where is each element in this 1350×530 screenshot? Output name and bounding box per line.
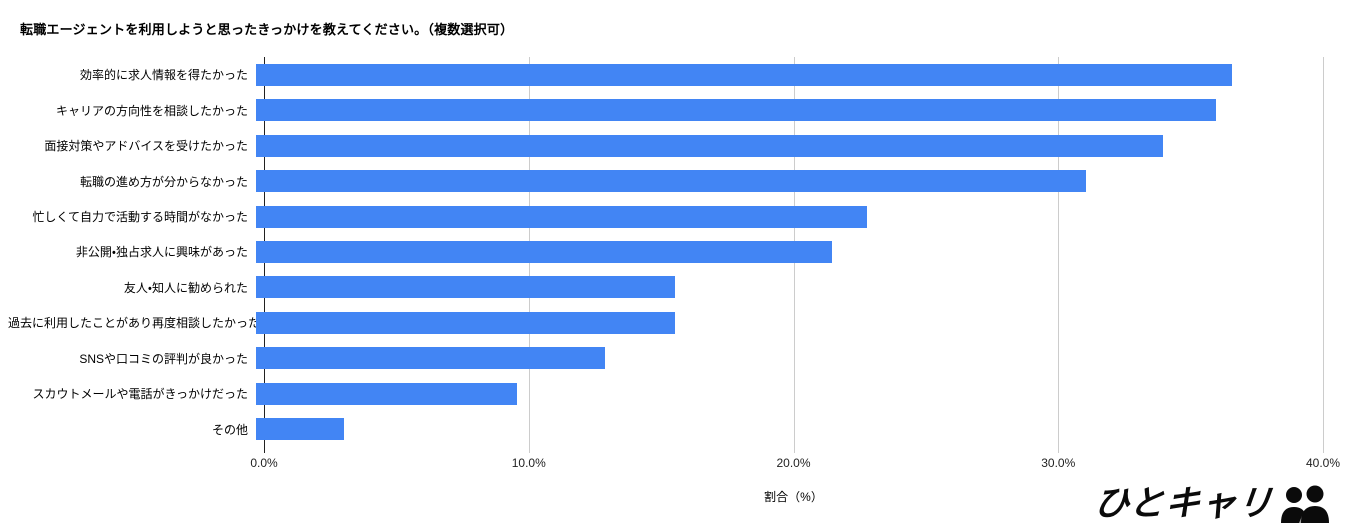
brand-logo-text: ひとキャリ [1092,484,1276,523]
bar-track [256,234,1323,269]
chart-row: スカウトメールや電話がきっかけだった [8,376,1323,411]
category-label: キャリアの方向性を相談したかった [55,103,248,118]
bar [256,418,345,441]
bar [256,347,606,370]
chart-title: 転職エージェントを利用しようと思ったきっかけを教えてください。（複数選択可） [20,22,514,37]
chart-row: 忙しくて自力で活動する時間がなかった [8,199,1323,234]
bar-rows: 効率的に求人情報を得たかったキャリアの方向性を相談したかった面接対策やアドバイス… [8,57,1323,447]
category-label: 忙しくて自力で活動する時間がなかった [32,210,248,225]
bar-track [256,92,1323,127]
brand-logo: ひとキャリ [1092,484,1330,523]
bar-track [256,376,1323,411]
x-tick-label: 30.0% [1041,456,1076,470]
x-tick-label: 20.0% [776,456,811,470]
bar [256,311,675,334]
two-people-icon [1281,485,1329,523]
chart-row: 転職の進め方が分からなかった [8,163,1323,198]
chart-row: キャリアの方向性を相談したかった [8,92,1323,127]
bar [256,205,867,228]
chart-row: 効率的に求人情報を得たかった [8,57,1323,92]
bar [256,382,518,405]
category-label: 非公開・独占求人に興味があった [75,245,248,260]
gridline [1323,57,1324,453]
chart-row: 面接対策やアドバイスを受けたかった [8,128,1323,163]
x-axis-title: 割合（%） [764,490,823,504]
bar-track [256,270,1323,305]
chart-row: 非公開・独占求人に興味があった [8,234,1323,269]
chart-row: その他 [8,412,1323,447]
category-label: SNSや口コミの評判が良かった [79,351,248,366]
category-label: 転職の進め方が分からなかった [79,174,248,189]
x-tick-label: 40.0% [1305,456,1341,470]
bar-track [256,305,1323,340]
bar-track [256,199,1323,234]
bar [256,170,1086,193]
category-label: 過去に利用したことがあり再度相談したかった [8,316,261,331]
category-label: その他 [211,422,248,437]
chart-row: 過去に利用したことがあり再度相談したかった [8,305,1323,340]
category-label: スカウトメールや電話がきっかけだった [32,387,248,402]
category-label: 面接対策やアドバイスを受けたかった [44,139,248,154]
x-tick-label: 0.0% [250,456,278,470]
bar-track [256,341,1323,376]
bar-track [256,412,1323,447]
bar [256,240,833,263]
bar [256,63,1233,86]
bar [256,276,675,299]
gridline [1058,57,1060,453]
chart-row: SNSや口コミの評判が良かった [8,341,1323,376]
bar [256,134,1163,157]
bar-track [256,163,1323,198]
category-label: 効率的に求人情報を得たかった [79,68,248,83]
chart-row: 友人・知人に勧められた [8,270,1323,305]
x-axis-ticks: 0.0% 10.0% 20.0% 30.0% 40.0% [250,456,1340,472]
bar-track [256,128,1323,163]
category-label: 友人・知人に勧められた [123,280,248,295]
bar-track [256,57,1323,92]
bar [256,99,1217,122]
x-tick-label: 10.0% [511,456,546,470]
